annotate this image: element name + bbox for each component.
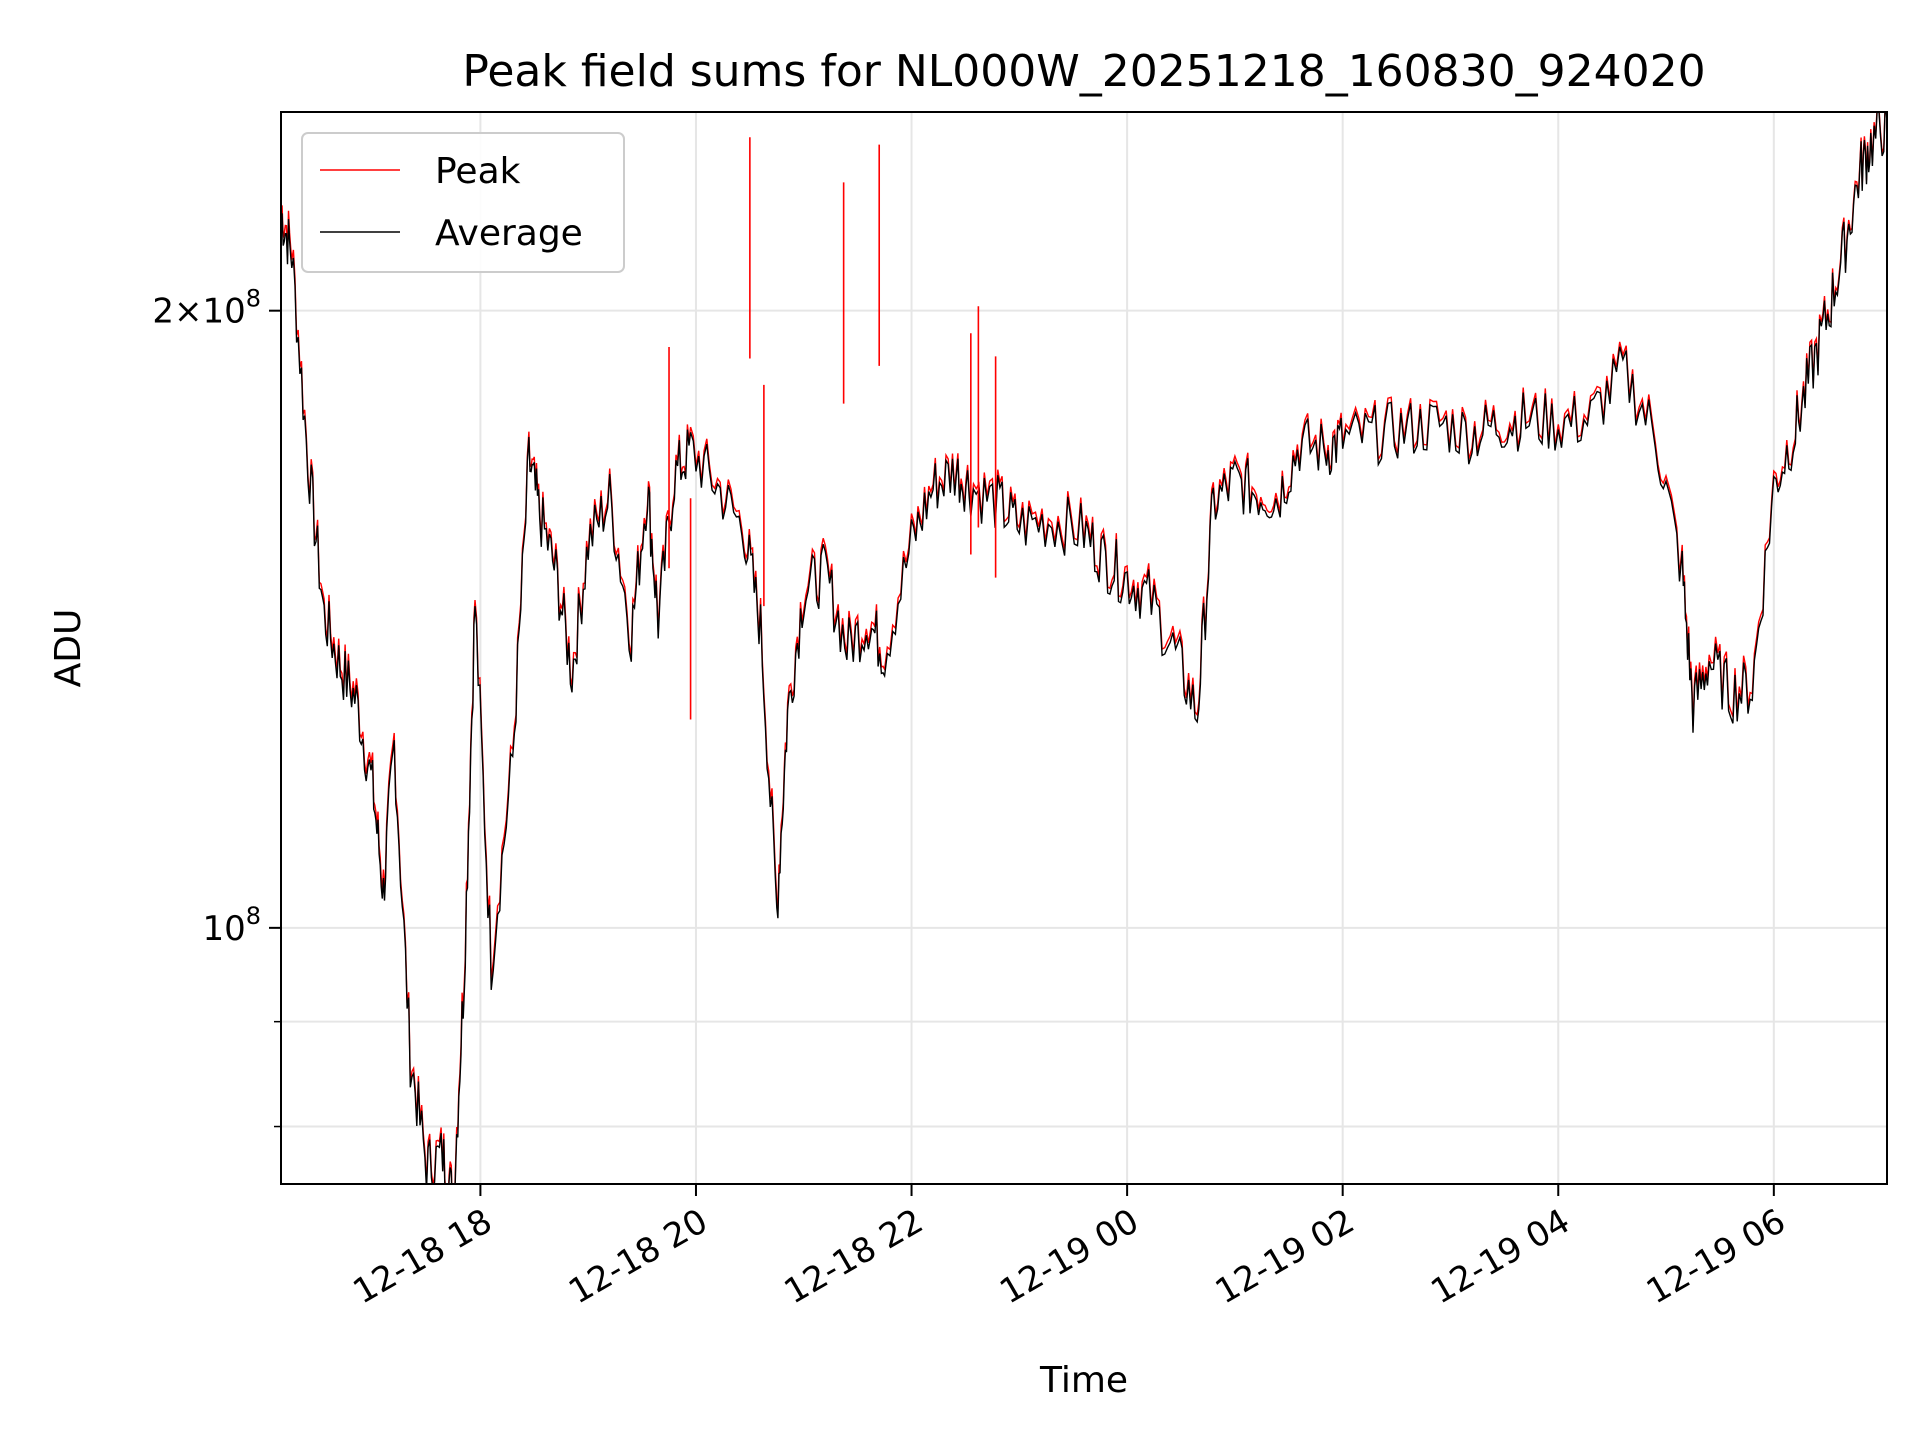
legend-label: Average xyxy=(435,213,583,254)
y-axis-title: ADU xyxy=(48,609,89,688)
y-tick-label: 2×108 xyxy=(152,285,261,332)
grid xyxy=(281,112,1887,1184)
chart-title: Peak field sums for NL000W_20251218_1608… xyxy=(462,46,1705,97)
legend-label: Peak xyxy=(435,151,521,192)
y-axis: 108 2×108 xyxy=(152,285,281,1128)
plot-frame xyxy=(280,111,1888,1185)
legend-box xyxy=(301,132,625,273)
series-average-line xyxy=(281,112,1887,1184)
y-tick-label: 108 xyxy=(202,902,261,949)
legend: Peak Average xyxy=(301,132,625,273)
x-axis-title: Time xyxy=(1039,1360,1128,1401)
series-layer xyxy=(281,112,1887,1184)
